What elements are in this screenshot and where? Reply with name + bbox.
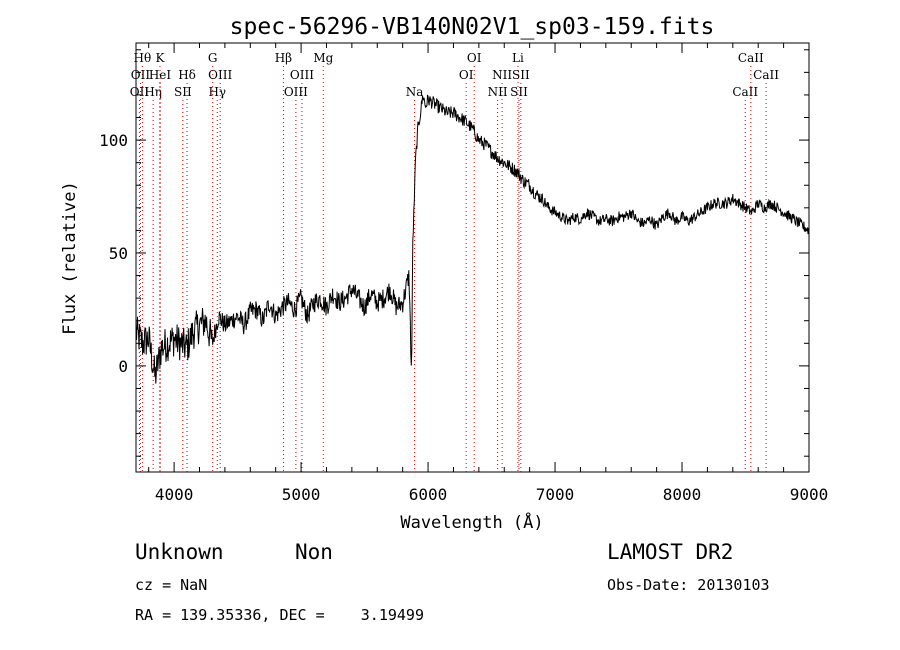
- survey-label: LAMOST DR2: [607, 540, 734, 564]
- subclass-label: Non: [295, 540, 333, 564]
- x-tick-label: 4000: [155, 485, 194, 504]
- plot-frame: [135, 42, 810, 473]
- line-marker-label: OI: [467, 51, 482, 65]
- axes: 4000 5000 6000 7000 8000 9000 0 50 100: [99, 43, 828, 504]
- x-tick-label: 9000: [790, 485, 829, 504]
- x-tick-label: 6000: [409, 485, 448, 504]
- spectrum-line: [135, 94, 810, 384]
- x-tick-label: 8000: [663, 485, 702, 504]
- line-marker-label: NII: [492, 68, 512, 82]
- line-marker-label: OIII: [290, 68, 314, 82]
- line-marker-label: Li: [512, 51, 524, 65]
- line-marker-label: CaII: [738, 51, 764, 65]
- line-marker-label: OIII: [208, 68, 232, 82]
- line-marker-label: SII: [512, 68, 530, 82]
- class-label: Unknown: [135, 540, 224, 564]
- line-marker-label: Hη: [144, 85, 162, 99]
- y-tick-label: 100: [99, 131, 128, 150]
- x-tick-label: 7000: [536, 485, 575, 504]
- line-marker-label: OIII: [284, 85, 308, 99]
- line-marker-label: K: [156, 51, 166, 65]
- chart-title: spec-56296-VB140N02V1_sp03-159.fits: [230, 14, 715, 40]
- x-axis-label: Wavelength (Å): [400, 511, 543, 533]
- line-marker-label: G: [208, 51, 218, 65]
- line-marker-label: Mg: [313, 51, 333, 65]
- line-marker-label: Hβ: [275, 51, 292, 65]
- y-tick-label: 0: [118, 357, 128, 376]
- y-tick-label: 50: [109, 244, 128, 263]
- line-marker-label: SII: [174, 85, 192, 99]
- obs-date-label: Obs-Date: 20130103: [607, 576, 770, 594]
- line-marker-label: OII: [130, 85, 150, 99]
- line-marker-label: Na: [406, 85, 424, 99]
- y-axis-label: Flux (relative): [60, 181, 80, 335]
- coords-label: RA = 139.35336, DEC = 3.19499: [135, 606, 424, 624]
- line-marker-label: NII: [488, 85, 508, 99]
- x-tick-label: 5000: [282, 485, 321, 504]
- line-marker-label: OI: [459, 68, 474, 82]
- line-marker-label: Hθ: [133, 51, 151, 65]
- line-marker-label: OII: [131, 68, 151, 82]
- line-marker-label: Hδ: [178, 68, 196, 82]
- line-marker-label: CaII: [753, 68, 779, 82]
- line-marker-label: HeI: [149, 68, 172, 82]
- line-marker-label: Hγ: [208, 85, 226, 99]
- line-marker-label: CaII: [732, 85, 758, 99]
- line-marker-label: SII: [510, 85, 528, 99]
- redshift-label: cz = NaN: [135, 576, 208, 594]
